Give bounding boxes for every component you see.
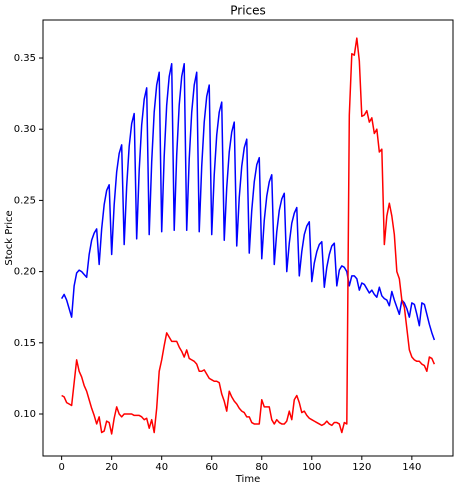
x-tick-label: 0 bbox=[58, 462, 64, 473]
x-tick-label: 120 bbox=[352, 462, 371, 473]
plot-frame bbox=[42, 19, 454, 457]
x-tick-label: 140 bbox=[402, 462, 421, 473]
y-tick-label: 0.30 bbox=[14, 124, 36, 135]
y-tick-label: 0.15 bbox=[14, 338, 36, 349]
y-axis-label: Stock Price bbox=[4, 210, 15, 265]
x-axis-label: Time bbox=[235, 474, 260, 485]
chart-title: Prices bbox=[230, 4, 266, 18]
x-tick-label: 60 bbox=[205, 462, 218, 473]
x-tick-label: 40 bbox=[155, 462, 168, 473]
y-tick-label: 0.20 bbox=[14, 267, 36, 278]
x-tick-label: 100 bbox=[302, 462, 321, 473]
series-line bbox=[61, 37, 436, 435]
x-tick-label: 80 bbox=[255, 462, 268, 473]
series-line bbox=[60, 62, 436, 341]
y-tick-label: 0.10 bbox=[14, 409, 36, 420]
x-tick-label: 20 bbox=[105, 462, 118, 473]
y-tick-label: 0.35 bbox=[14, 53, 36, 64]
y-tick-label: 0.25 bbox=[14, 195, 36, 206]
